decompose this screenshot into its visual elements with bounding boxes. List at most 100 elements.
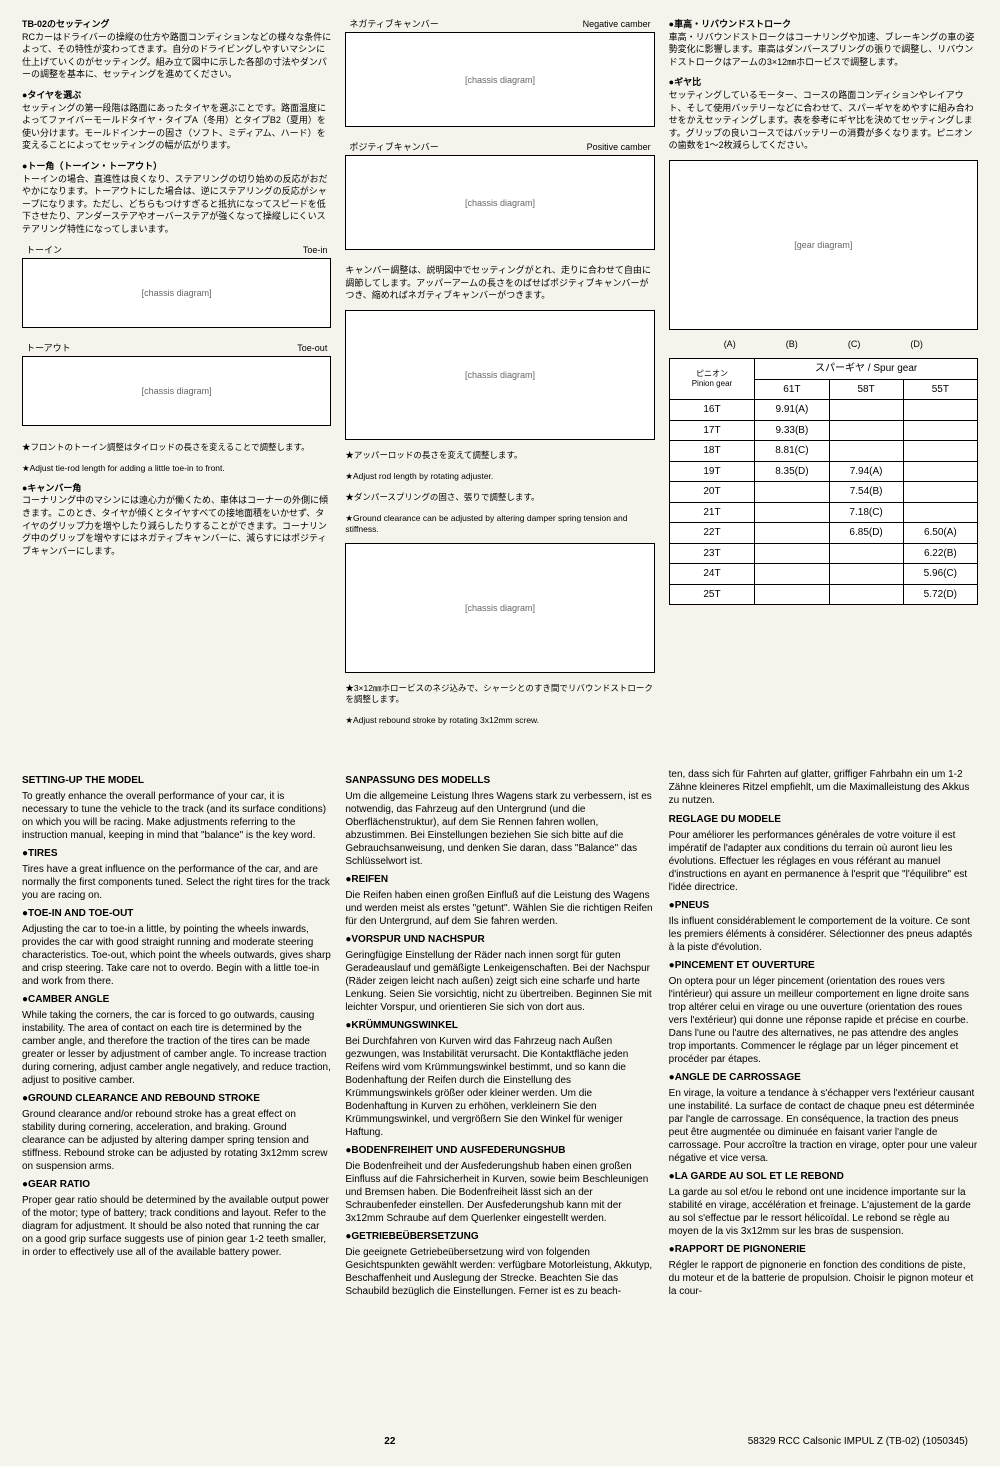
fr-s4: LA GARDE AU SOL ET LE REBOND [669, 1170, 978, 1183]
fr-p5: Régler le rapport de pignonerie en fonct… [669, 1259, 978, 1298]
gear-table: ピニオン Pinion gear スパーギヤ / Spur gear 61T58… [669, 358, 978, 605]
fr-p4: La garde au sol et/ou le rebond ont une … [669, 1186, 978, 1238]
fr-s1: PNEUS [669, 899, 978, 912]
table-row: 16T9.91(A) [669, 400, 977, 421]
en-s2: TOE-IN AND TOE-OUT [22, 907, 331, 920]
diagram-rod: [chassis diagram] [345, 310, 654, 440]
fr-s2: PINCEMENT ET OUVERTURE [669, 959, 978, 972]
gear-cell [829, 400, 903, 421]
en-s1: TIRES [22, 847, 331, 860]
pinion-cell: 18T [669, 441, 755, 462]
pinion-cell: 17T [669, 420, 755, 441]
jp-gear-head: ●ギヤ比 [669, 76, 978, 89]
top-col-2: ネガティブキャンバー Negative camber [chassis diag… [345, 18, 654, 758]
gear-cell [903, 441, 977, 462]
diagram-toein: [chassis diagram] [22, 258, 331, 328]
table-row: 24T5.96(C) [669, 564, 977, 585]
pinion-cell: 22T [669, 523, 755, 544]
table-row: 17T9.33(B) [669, 420, 977, 441]
table-row: 23T6.22(B) [669, 543, 977, 564]
en-s5: GEAR RATIO [22, 1178, 331, 1191]
gear-cell [903, 461, 977, 482]
gear-col-header: 61T [755, 379, 829, 400]
gear-cell [903, 420, 977, 441]
jp-toe-head: ●トー角（トーイン・トーアウト） [22, 160, 331, 173]
spring-jp: ★ダンパースプリングの固さ、張りで調整します。 [345, 492, 654, 503]
gear-cell [829, 420, 903, 441]
rebound-jp: ★3×12㎜ホロービスのネジ込みで、シャーシとのすき間でリバウンドストロークを調… [345, 683, 654, 705]
gear-cell [755, 482, 829, 503]
gear-cell: 7.94(A) [829, 461, 903, 482]
fr-p3: En virage, la voiture a tendance à s'éch… [669, 1087, 978, 1165]
abcd-b: (B) [786, 338, 798, 350]
gear-col-header: 58T [829, 379, 903, 400]
toein-en: Toe-in [303, 244, 328, 256]
fr-p1: Ils influent considérablement le comport… [669, 915, 978, 954]
de-s5: GETRIEBEÜBERSETZUNG [345, 1230, 654, 1243]
en-s4: GROUND CLEARANCE AND REBOUND STROKE [22, 1092, 331, 1105]
pos-jp: ポジティブキャンバー [349, 141, 438, 153]
neg-jp: ネガティブキャンバー [349, 18, 438, 30]
top-col-3: ●車高・リバウンドストローク 車高・リバウンドストロークはコーナリングや加速、ブ… [669, 18, 978, 758]
pinion-cell: 16T [669, 400, 755, 421]
en-p3: While taking the corners, the car is for… [22, 1009, 331, 1087]
bottom-col-de: SANPASSUNG DES MODELLS Um die allgemeine… [345, 768, 654, 1427]
pinion-cell: 19T [669, 461, 755, 482]
gear-cell: 6.85(D) [829, 523, 903, 544]
gear-cell [755, 564, 829, 585]
fr-title: REGLAGE DU MODELE [669, 813, 978, 826]
pinion-cell: 24T [669, 564, 755, 585]
gear-cell [829, 441, 903, 462]
jp-tires: セッティングの第一段階は路面にあったタイヤを選ぶことです。路面温度によってファイ… [22, 102, 331, 152]
de-s1: REIFEN [345, 873, 654, 886]
pinion-cell: 25T [669, 584, 755, 605]
toeout-en: Toe-out [297, 342, 327, 354]
rod-jp: ★アッパーロッドの長さを変えて調整します。 [345, 450, 654, 461]
pinion-cell: 20T [669, 482, 755, 503]
gear-cell [755, 523, 829, 544]
diagram-neg-camber: [chassis diagram] [345, 32, 654, 127]
de-s3: KRÜMMUNGSWINKEL [345, 1019, 654, 1032]
jp-intro: RCカーはドライバーの操縦の仕方や路面コンディションなどの様々な条件によって、そ… [22, 31, 331, 81]
pinion-en: Pinion gear [692, 379, 732, 388]
spur-jp: スパーギヤ [815, 363, 865, 374]
en-p2: Adjusting the car to toe-in a little, by… [22, 923, 331, 988]
jp-tires-head: ●タイヤを選ぶ [22, 89, 331, 102]
en-p5: Proper gear ratio should be determined b… [22, 1194, 331, 1259]
gear-cell [903, 400, 977, 421]
gear-cell: 8.35(D) [755, 461, 829, 482]
abcd-d: (D) [910, 338, 923, 350]
footer-right: 58329 RCC Calsonic IMPUL Z (TB-02) (1050… [748, 1435, 968, 1449]
spring-en: ★Ground clearance can be adjusted by alt… [345, 513, 654, 535]
abcd-a: (A) [724, 338, 736, 350]
jp-head: TB-02のセッティング [22, 18, 331, 31]
abcd-c: (C) [848, 338, 861, 350]
neg-en: Negative camber [583, 18, 651, 30]
de-cont: ten, dass sich für Fahrten auf glatter, … [669, 768, 978, 807]
pos-en: Positive camber [587, 141, 651, 153]
gear-cell: 8.81(C) [755, 441, 829, 462]
jp-toe: トーインの場合、直進性は良くなり、ステアリングの切り始めの反応がおだやかになりま… [22, 173, 331, 236]
jp-camber: コーナリング中のマシンには遠心力が働くため、車体はコーナーの外側に傾きます。この… [22, 494, 331, 557]
table-row: 25T 5.72(D) [669, 584, 977, 605]
en-intro: To greatly enhance the overall performan… [22, 790, 331, 842]
diagram-rebound: [chassis diagram] [345, 543, 654, 673]
gear-cell: 5.72(D) [903, 584, 977, 605]
jp-ground-head: ●車高・リバウンドストローク [669, 18, 978, 31]
page-number: 22 [32, 1435, 748, 1449]
de-s4: BODENFREIHEIT UND AUSFEDERUNGSHUB [345, 1144, 654, 1157]
rebound-en: ★Adjust rebound stroke by rotating 3x12m… [345, 715, 654, 726]
diagram-pos-camber: [chassis diagram] [345, 155, 654, 250]
gear-cell [903, 502, 977, 523]
gear-cell: 6.50(A) [903, 523, 977, 544]
jp-gear: セッティングしているモーター、コースの路面コンディションやレイアウト、そして使用… [669, 89, 978, 152]
de-p5: Die geeignete Getriebeübersetzung wird v… [345, 1246, 654, 1298]
jp-ground: 車高・リバウンドストロークはコーナリングや加速、ブレーキングの車の姿勢変化に影響… [669, 31, 978, 69]
toein-jp: トーイン [26, 244, 62, 256]
gear-cell: 9.33(B) [755, 420, 829, 441]
toe-caption-jp: ★フロントのトーイン調整はタイロッドの長さを変えることで調整します。 [22, 442, 331, 453]
jp-camber-head: ●キャンバー角 [22, 482, 331, 495]
diagram-toeout: [chassis diagram] [22, 356, 331, 426]
de-p2: Geringfügige Einstellung der Räder nach … [345, 949, 654, 1014]
de-title: SANPASSUNG DES MODELLS [345, 774, 654, 787]
